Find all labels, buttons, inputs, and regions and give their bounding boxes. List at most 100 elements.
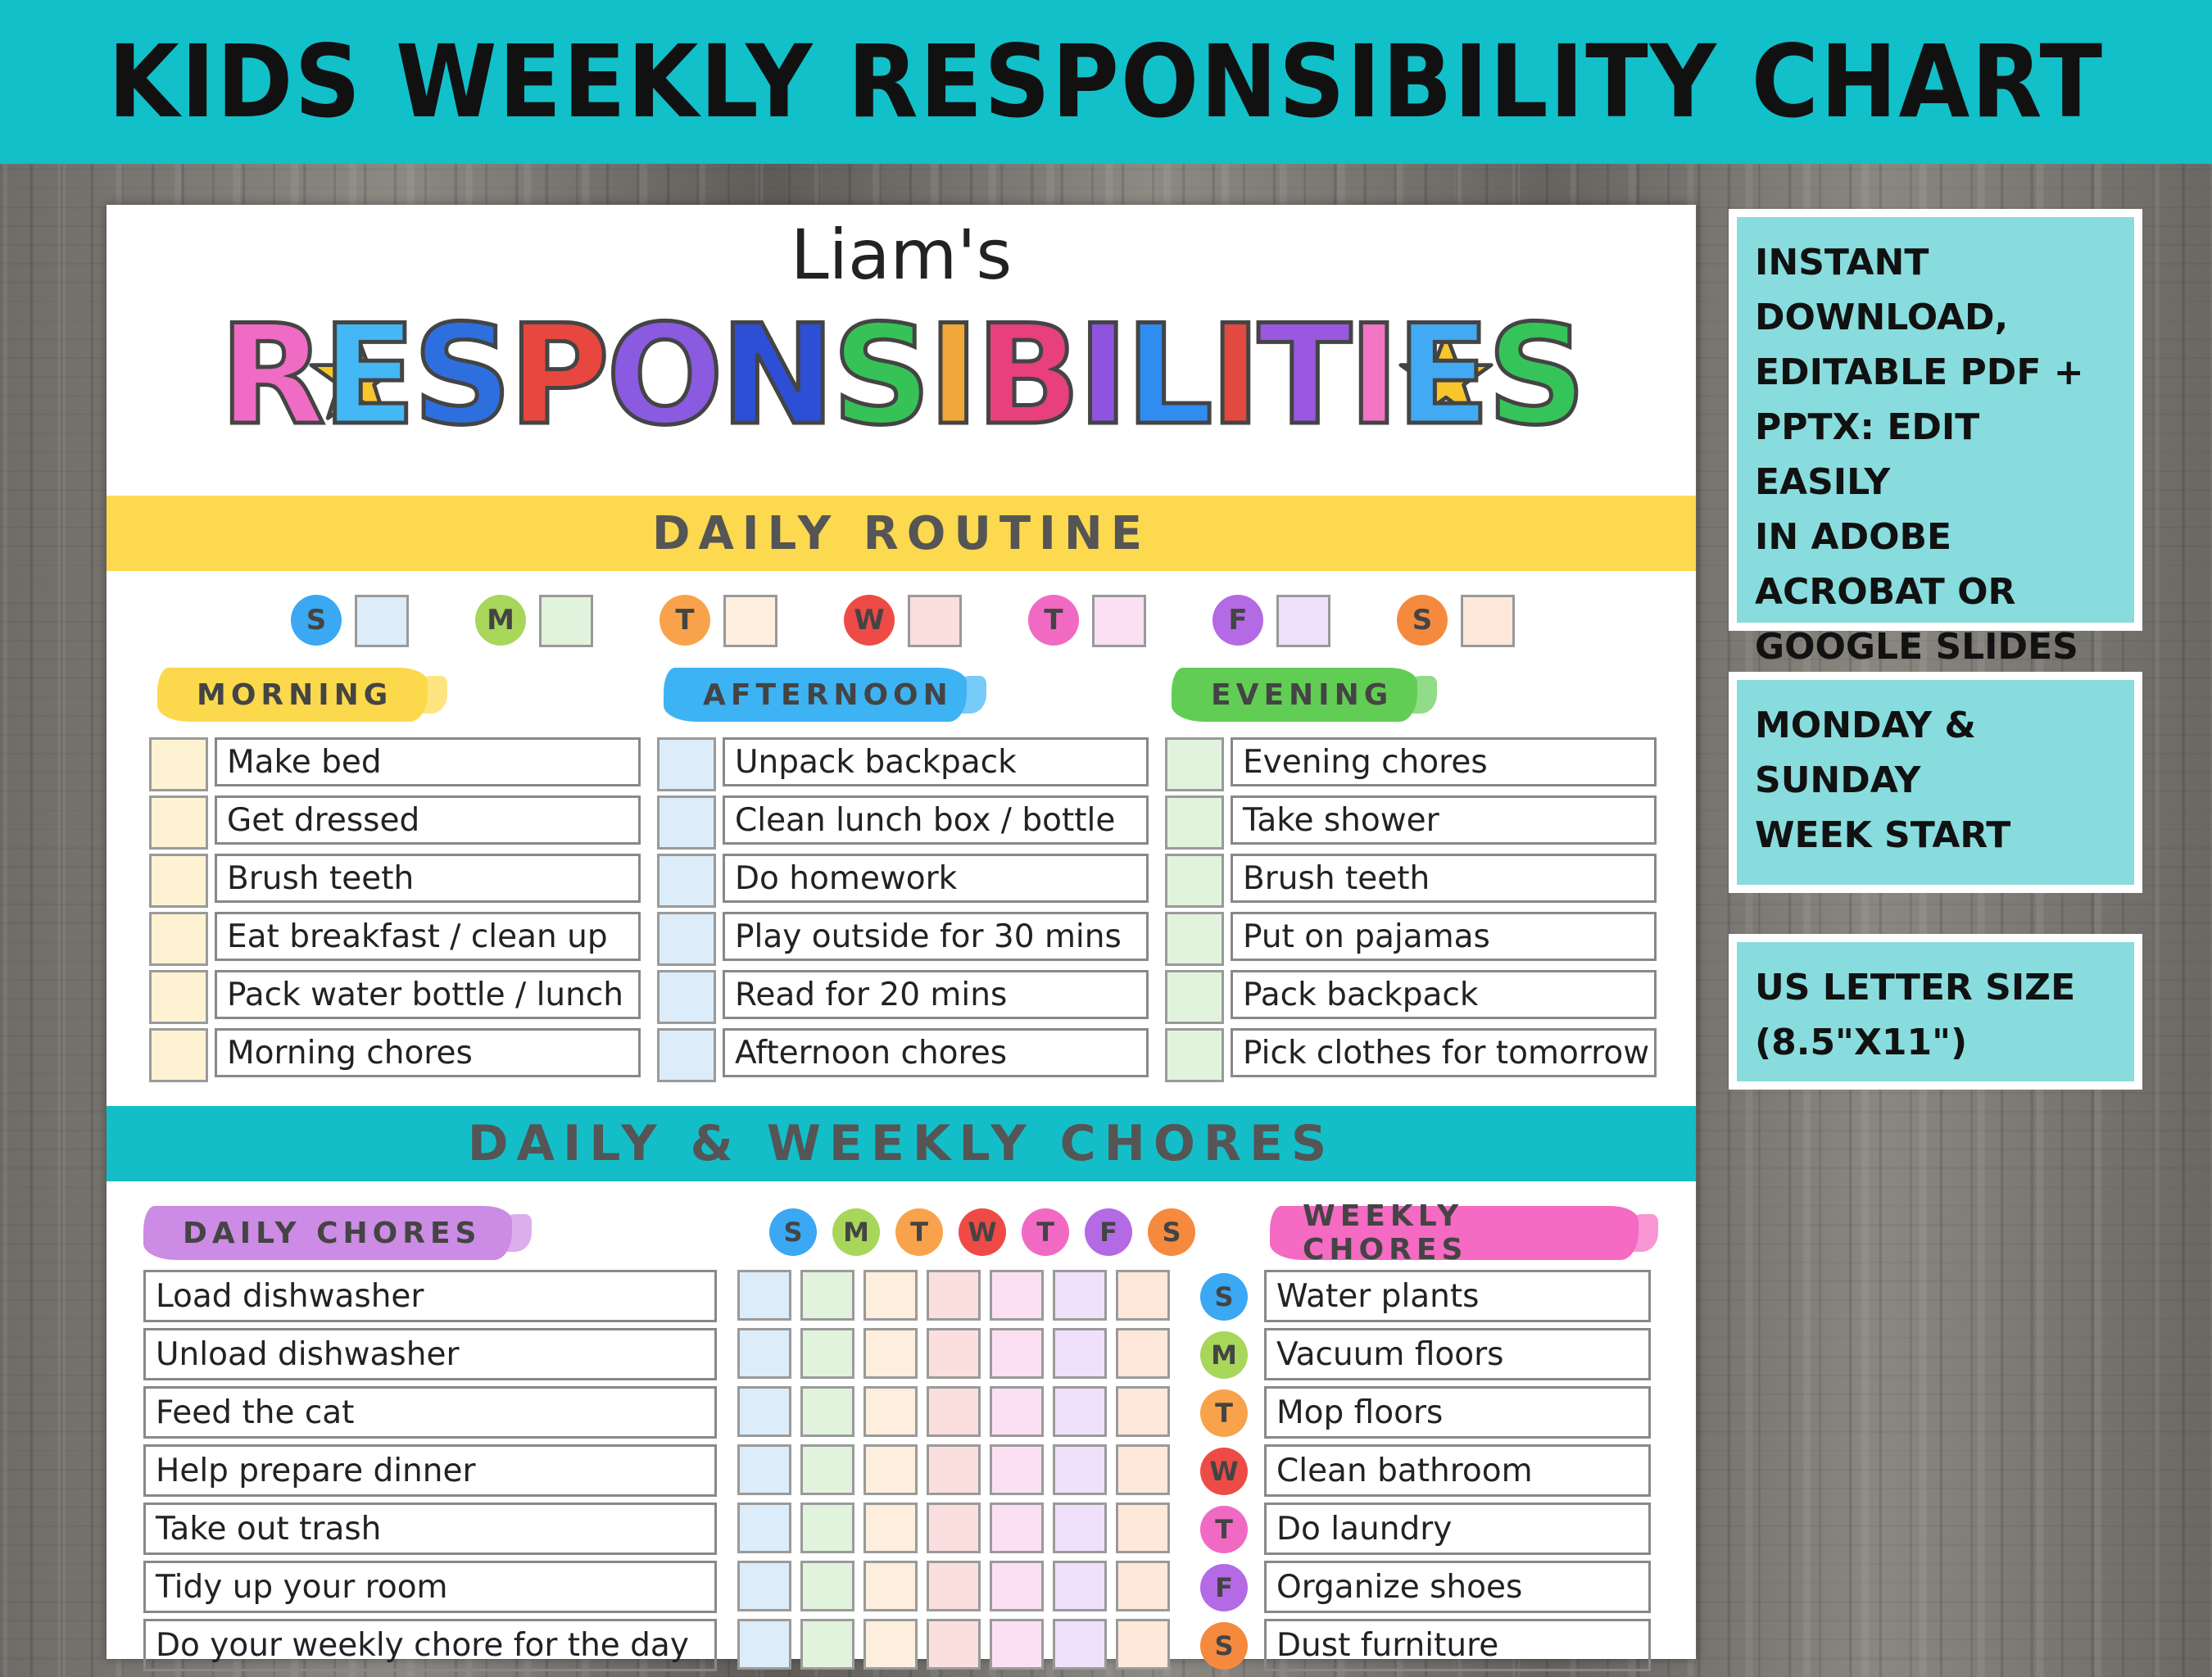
- daily-chore-checkbox[interactable]: [990, 1386, 1044, 1437]
- weekly-chore-task: Dust furniture: [1264, 1619, 1651, 1671]
- routine-task: Take shower: [1231, 795, 1657, 845]
- routine-checkbox[interactable]: [149, 912, 208, 966]
- daily-chore-checkbox[interactable]: [1053, 1270, 1107, 1321]
- daily-chore-checkbox[interactable]: [737, 1270, 791, 1321]
- routine-checkbox[interactable]: [657, 737, 716, 791]
- title-letter: S: [411, 293, 514, 458]
- daily-chore-checkbox[interactable]: [927, 1328, 981, 1379]
- daily-chore-checkbox[interactable]: [863, 1619, 918, 1670]
- title-letter: I: [926, 293, 981, 458]
- daily-chore-checkbox[interactable]: [927, 1503, 981, 1553]
- day-checkbox[interactable]: [908, 595, 962, 647]
- daily-chore-checkbox[interactable]: [1116, 1386, 1170, 1437]
- routine-checkbox[interactable]: [657, 795, 716, 850]
- star-icon: [309, 331, 404, 420]
- routine-checkbox[interactable]: [657, 970, 716, 1024]
- day-checkbox[interactable]: [1092, 595, 1146, 647]
- daily-chore-checkbox[interactable]: [990, 1561, 1044, 1611]
- day-checkbox[interactable]: [1276, 595, 1330, 647]
- routine-checkbox[interactable]: [1165, 912, 1224, 966]
- daily-chore-checkbox[interactable]: [1116, 1328, 1170, 1379]
- weekly-chore-task: Water plants: [1264, 1270, 1651, 1322]
- routine-checkbox[interactable]: [1165, 854, 1224, 908]
- routine-checkbox[interactable]: [149, 737, 208, 791]
- day-checkbox[interactable]: [355, 595, 409, 647]
- daily-chore-checkbox[interactable]: [863, 1503, 918, 1553]
- daily-chore-checkbox[interactable]: [737, 1561, 791, 1611]
- routine-checkbox[interactable]: [657, 1028, 716, 1082]
- daily-chore-checkbox[interactable]: [737, 1444, 791, 1495]
- daily-chore-checkbox[interactable]: [1053, 1328, 1107, 1379]
- daily-chore-checkbox[interactable]: [863, 1270, 918, 1321]
- daily-chore-checkbox[interactable]: [800, 1270, 854, 1321]
- daily-chore-checkbox[interactable]: [800, 1386, 854, 1437]
- routine-checkbox[interactable]: [1165, 737, 1224, 791]
- banner-title: KIDS WEEKLY RESPONSIBILITY CHART: [108, 24, 2104, 140]
- routine-checkbox[interactable]: [149, 1028, 208, 1082]
- daily-chore-checkbox[interactable]: [990, 1444, 1044, 1495]
- daily-chore-checkbox[interactable]: [1053, 1444, 1107, 1495]
- info-line: DOWNLOAD,: [1755, 297, 2009, 338]
- daily-chore-checkbox[interactable]: [1116, 1444, 1170, 1495]
- routine-checkbox[interactable]: [149, 970, 208, 1024]
- daily-chore-checkbox[interactable]: [990, 1270, 1044, 1321]
- daily-chore-checkbox[interactable]: [800, 1503, 854, 1553]
- daily-chore-checkbox[interactable]: [800, 1328, 854, 1379]
- info-line: US LETTER SIZE: [1755, 967, 2076, 1008]
- daily-chore-checkbox[interactable]: [800, 1619, 854, 1670]
- title-letter: N: [718, 293, 837, 458]
- routine-checkbox[interactable]: [1165, 1028, 1224, 1082]
- title-letter: R: [217, 293, 327, 458]
- daily-chore-checkbox[interactable]: [990, 1503, 1044, 1553]
- daily-chore-checkbox[interactable]: [863, 1386, 918, 1437]
- routine-checkbox[interactable]: [149, 795, 208, 850]
- daily-chore-checkbox[interactable]: [1116, 1561, 1170, 1611]
- daily-chore-checkbox[interactable]: [737, 1386, 791, 1437]
- routine-task: Pack water bottle / lunch: [215, 970, 641, 1019]
- daily-chore-checkbox[interactable]: [1053, 1619, 1107, 1670]
- routine-checkbox[interactable]: [1165, 970, 1224, 1024]
- daily-chore-checkbox[interactable]: [1116, 1619, 1170, 1670]
- day-checkbox[interactable]: [539, 595, 593, 647]
- title-letter: B: [974, 293, 1083, 458]
- daily-chore-checkbox[interactable]: [1116, 1270, 1170, 1321]
- title-letter: I: [1346, 293, 1401, 458]
- routine-checkbox[interactable]: [1165, 795, 1224, 850]
- daily-chore-checkbox[interactable]: [1116, 1503, 1170, 1553]
- daily-chore-checkbox[interactable]: [927, 1619, 981, 1670]
- daily-chore-checkbox[interactable]: [800, 1444, 854, 1495]
- daily-chores-day-badge: W: [959, 1208, 1006, 1256]
- daily-chore-checkbox[interactable]: [737, 1619, 791, 1670]
- daily-chore-checkbox[interactable]: [1053, 1561, 1107, 1611]
- routine-task: Get dressed: [215, 795, 641, 845]
- daily-chore-checkbox[interactable]: [863, 1444, 918, 1495]
- day-checkbox[interactable]: [1461, 595, 1515, 647]
- routine-checkbox[interactable]: [149, 854, 208, 908]
- daily-chore-checkbox[interactable]: [737, 1503, 791, 1553]
- daily-chore-checkbox[interactable]: [927, 1561, 981, 1611]
- info-line: EDITABLE PDF +: [1755, 351, 2084, 393]
- weekly-chore-day-badge: W: [1200, 1448, 1248, 1495]
- daily-chore-checkbox[interactable]: [863, 1561, 918, 1611]
- day-letter-badge: S: [291, 595, 342, 646]
- info-box-download: INSTANT DOWNLOAD, EDITABLE PDF + PPTX: EDIT…: [1729, 209, 2142, 668]
- routine-checkbox[interactable]: [657, 854, 716, 908]
- daily-chore-checkbox[interactable]: [863, 1328, 918, 1379]
- weekly-chore-task: Clean bathroom: [1264, 1444, 1651, 1497]
- daily-chore-checkbox[interactable]: [990, 1328, 1044, 1379]
- daily-chore-checkbox[interactable]: [800, 1561, 854, 1611]
- daily-chore-checkbox[interactable]: [927, 1270, 981, 1321]
- daily-chore-checkbox[interactable]: [927, 1386, 981, 1437]
- routine-checkbox[interactable]: [657, 912, 716, 966]
- daily-chore-task: Tidy up your room: [143, 1561, 717, 1613]
- daily-chores-day-badge: S: [1148, 1208, 1195, 1256]
- daily-chore-checkbox[interactable]: [927, 1444, 981, 1495]
- day-checkbox[interactable]: [723, 595, 777, 647]
- daily-chore-checkbox[interactable]: [1053, 1503, 1107, 1553]
- daily-chore-checkbox[interactable]: [990, 1619, 1044, 1670]
- daily-routine-header: DAILY ROUTINE: [107, 496, 1696, 571]
- daily-chore-checkbox[interactable]: [737, 1328, 791, 1379]
- weekly-chores-label: WEEKLY CHORES: [1270, 1199, 1658, 1267]
- daily-chore-checkbox[interactable]: [1053, 1386, 1107, 1437]
